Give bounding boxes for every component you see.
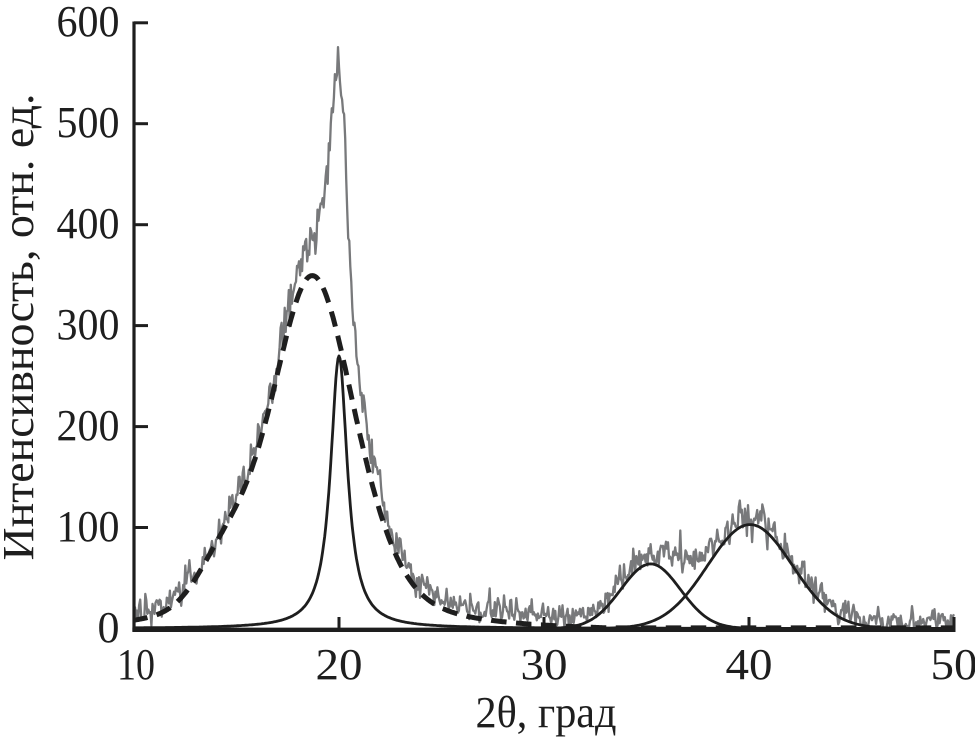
svg-text:30: 30 bbox=[521, 640, 568, 689]
svg-text:2θ, град: 2θ, град bbox=[476, 688, 617, 737]
svg-text:20: 20 bbox=[316, 640, 363, 689]
svg-text:40: 40 bbox=[726, 640, 773, 689]
svg-text:300: 300 bbox=[57, 300, 120, 349]
svg-text:Интенсивность, отн. ед.: Интенсивность, отн. ед. bbox=[0, 94, 43, 561]
svg-text:200: 200 bbox=[57, 401, 120, 450]
svg-text:10: 10 bbox=[117, 640, 155, 689]
svg-text:500: 500 bbox=[57, 98, 120, 147]
svg-text:400: 400 bbox=[57, 199, 120, 248]
svg-text:600: 600 bbox=[57, 0, 120, 46]
svg-text:100: 100 bbox=[57, 502, 120, 551]
svg-text:50: 50 bbox=[931, 640, 975, 689]
svg-text:0: 0 bbox=[98, 603, 120, 652]
